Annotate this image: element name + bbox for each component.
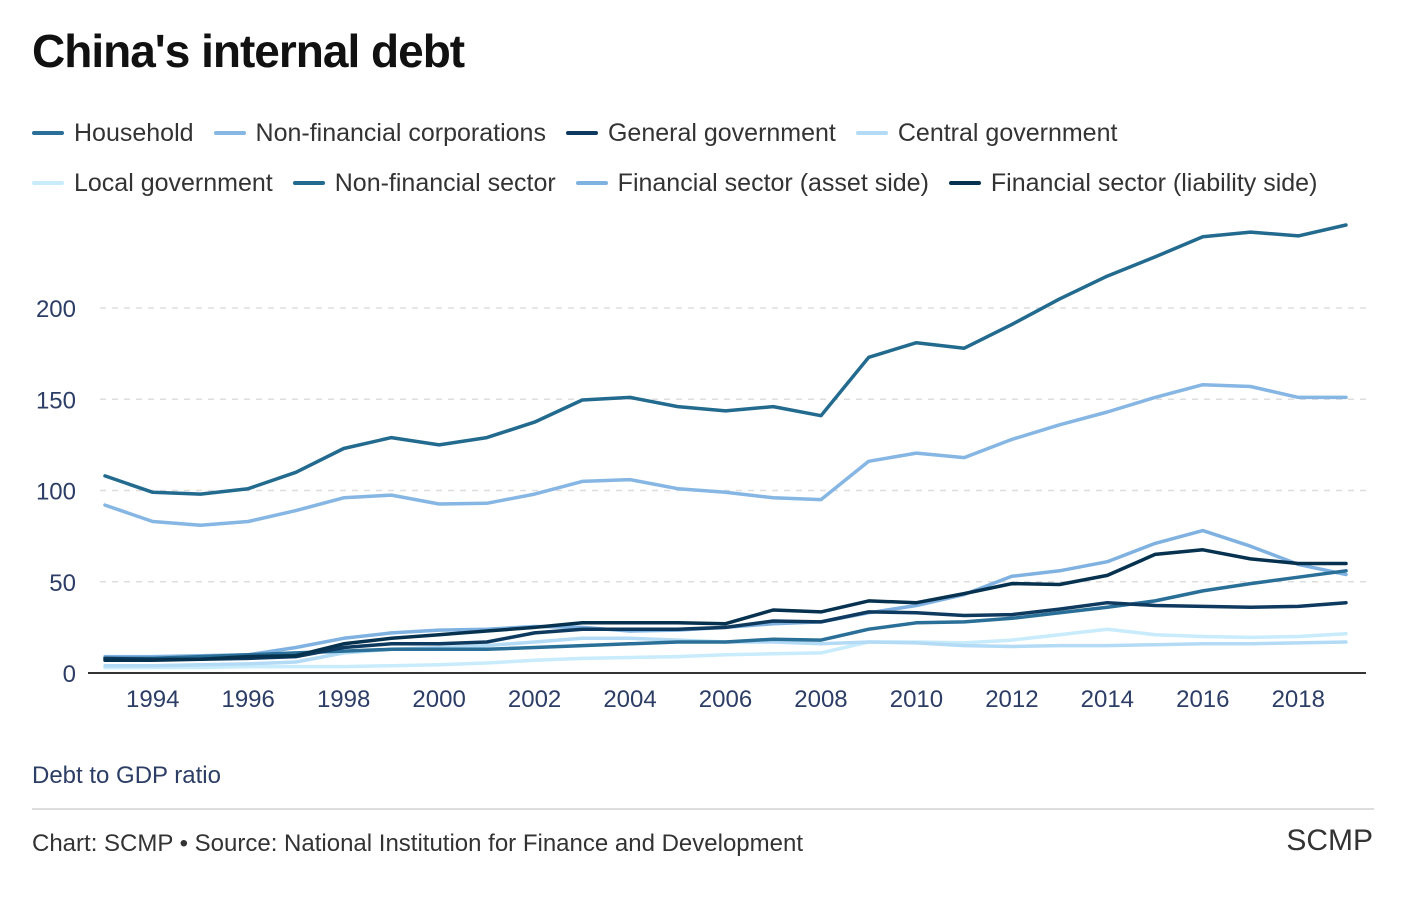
series-line-non-financial-corporations — [103, 382, 1348, 527]
legend-swatch — [575, 181, 608, 185]
legend-row: Household Non-financial corporations Gener… — [32, 108, 1392, 158]
chart-title: China's internal debt — [32, 25, 465, 77]
legend-item: Household — [32, 119, 194, 148]
series-line-financial-sector-asset-side — [103, 528, 1348, 659]
y-tick-label: 200 — [36, 296, 76, 323]
legend-swatch — [948, 181, 981, 185]
legend: Household Non-financial corporations Gener… — [32, 108, 1392, 208]
legend-swatch — [213, 131, 246, 135]
x-tick-label: 2008 — [794, 686, 847, 713]
brand-logo: SCMP — [1286, 824, 1373, 857]
legend-item: Central government — [855, 118, 1118, 148]
x-tick-label: 2000 — [412, 686, 465, 713]
legend-swatch — [565, 131, 598, 135]
legend-swatch — [32, 181, 64, 185]
legend-swatch — [32, 131, 64, 135]
legend-label: Financial sector (asset side) — [617, 168, 929, 197]
legend-swatch — [855, 131, 888, 135]
legend-item: Financial sector (asset side) — [575, 168, 929, 198]
legend-label: Local government — [74, 168, 273, 197]
y-tick-label: 100 — [36, 479, 76, 506]
legend-item: Local government — [32, 169, 273, 198]
legend-row: Local government Non-financial sector Fina… — [32, 158, 1392, 208]
x-tick-label: 2016 — [1176, 686, 1229, 713]
legend-item: Non-financial sector — [292, 168, 556, 198]
legend-label: General government — [607, 118, 836, 147]
series-line-non-financial-sector — [103, 223, 1348, 496]
series-line-general-government — [103, 600, 1348, 662]
legend-label: Central government — [897, 118, 1118, 147]
legend-label: Non-financial sector — [334, 168, 556, 197]
legend-label: Household — [74, 118, 194, 147]
source-note: Chart: SCMP • Source: National Instituti… — [32, 830, 804, 857]
legend-item: Financial sector (liability side) — [948, 168, 1318, 198]
y-tick-label: 0 — [63, 661, 76, 688]
series-line-financial-sector-liability-side — [103, 548, 1348, 662]
legend-item: Non-financial corporations — [213, 118, 546, 148]
legend-item: General government — [565, 118, 836, 148]
x-tick-label: 1994 — [126, 686, 179, 713]
x-tick-label: 2006 — [699, 686, 752, 713]
y-tick-label: 150 — [36, 387, 76, 414]
x-tick-label: 2002 — [508, 686, 561, 713]
y-axis-label: Debt to GDP ratio — [32, 762, 221, 789]
legend-label: Financial sector (liability side) — [990, 168, 1318, 197]
x-tick-label: 2014 — [1081, 686, 1134, 713]
series-line-local-government — [103, 627, 1348, 670]
x-tick-label: 2010 — [890, 686, 943, 713]
x-tick-label: 2012 — [985, 686, 1038, 713]
legend-swatch — [292, 181, 325, 185]
x-tick-label: 1998 — [317, 686, 370, 713]
x-tick-label: 1996 — [221, 686, 274, 713]
legend-label: Non-financial corporations — [255, 118, 546, 147]
divider — [32, 808, 1374, 810]
x-tick-label: 2004 — [603, 686, 656, 713]
y-tick-label: 50 — [49, 570, 76, 597]
x-tick-label: 2018 — [1272, 686, 1325, 713]
